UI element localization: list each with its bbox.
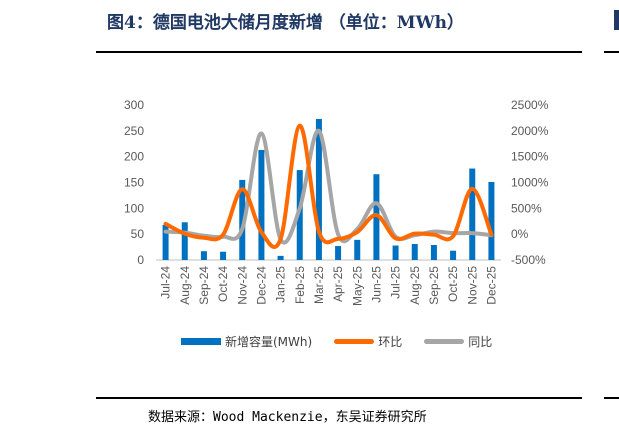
right-axis-tick-label: 500% [511,201,542,215]
legend-swatch-bar [181,338,221,345]
left-axis-tick-label: 300 [124,98,144,112]
x-axis-tick-label: Oct-24 [216,266,230,302]
legend-label-bar: 新增容量(MWh) [225,335,313,349]
x-axis-tick-label: Oct-25 [446,266,460,302]
x-axis-tick-label: Feb-25 [293,266,307,304]
right-axis-tick-label: 1500% [511,150,549,164]
top-rule-adjacent [604,51,619,53]
right-axis-tick-label: -500% [511,253,546,267]
bar [392,245,399,260]
adjacent-figure-marker [614,10,619,30]
bar [162,224,169,260]
x-axis-tick-label: Sep-24 [197,266,211,305]
x-axis-tick-label: Dec-25 [484,266,498,305]
bottom-rule-adjacent [604,397,619,399]
right-axis-tick-label: 1000% [511,176,549,190]
right-axis-tick-label: 0% [511,227,529,241]
bar [488,181,495,260]
bar [354,239,361,260]
bar [430,245,437,260]
legend-label-yoy: 同比 [468,335,493,349]
legend-swatch-yoy [424,339,465,344]
bar [373,174,380,260]
bar [258,149,265,260]
bar [239,179,246,260]
top-rule [96,51,582,53]
x-axis-tick-label: Jan-25 [274,266,288,303]
x-axis-tick-label: Aug-24 [178,266,192,305]
right-axis-tick-label: 2500% [511,98,549,112]
chart-legend: 新增容量(MWh) 环比 同比 [181,333,514,350]
x-axis-tick-label: Mar-25 [312,266,326,304]
legend-swatch-mom [334,339,375,344]
x-axis-tick-label: Jun-25 [369,266,383,303]
x-axis-tick-label: Jul-25 [389,266,403,299]
x-axis-tick-label: Dec-24 [254,266,268,305]
x-axis-tick-label: Aug-25 [408,266,422,305]
figure-title: 图4：德国电池大储月度新增 （单位：MWh） [107,13,465,33]
legend-label-mom: 环比 [378,335,403,349]
left-axis-tick-label: 250 [124,124,144,138]
left-axis-tick-label: 50 [131,227,145,241]
right-axis-tick-label: 2000% [511,124,549,138]
bar [296,170,303,260]
source-note: 数据来源：Wood Mackenzie，东吴证券研究所 [148,410,427,425]
left-axis-tick-label: 200 [124,150,144,164]
bar [335,246,342,260]
x-axis-tick-label: Nov-25 [465,266,479,305]
x-axis-tick-label: Nov-24 [235,266,249,305]
left-axis-tick-label: 100 [124,201,144,215]
x-axis-tick-label: Apr-25 [331,266,345,302]
bar [411,243,418,260]
bar [315,118,322,260]
legend-item-mom: 环比 [334,333,402,350]
bottom-rule [96,397,582,399]
series-line-mom [163,123,494,249]
bar [277,255,284,260]
left-axis-tick-label: 150 [124,176,144,190]
bar [200,251,207,260]
legend-item-bar: 新增容量(MWh) [181,333,312,350]
x-axis-tick-label: Jul-24 [159,266,173,299]
bar [220,251,227,260]
series-line-yoy [163,128,494,245]
x-axis-tick-label: May-25 [350,266,364,306]
bar [450,250,457,260]
left-axis-tick-label: 0 [137,253,144,267]
bar [469,168,476,260]
bar [181,222,188,260]
x-axis-tick-label: Sep-25 [427,266,441,305]
legend-item-yoy: 同比 [424,333,492,350]
